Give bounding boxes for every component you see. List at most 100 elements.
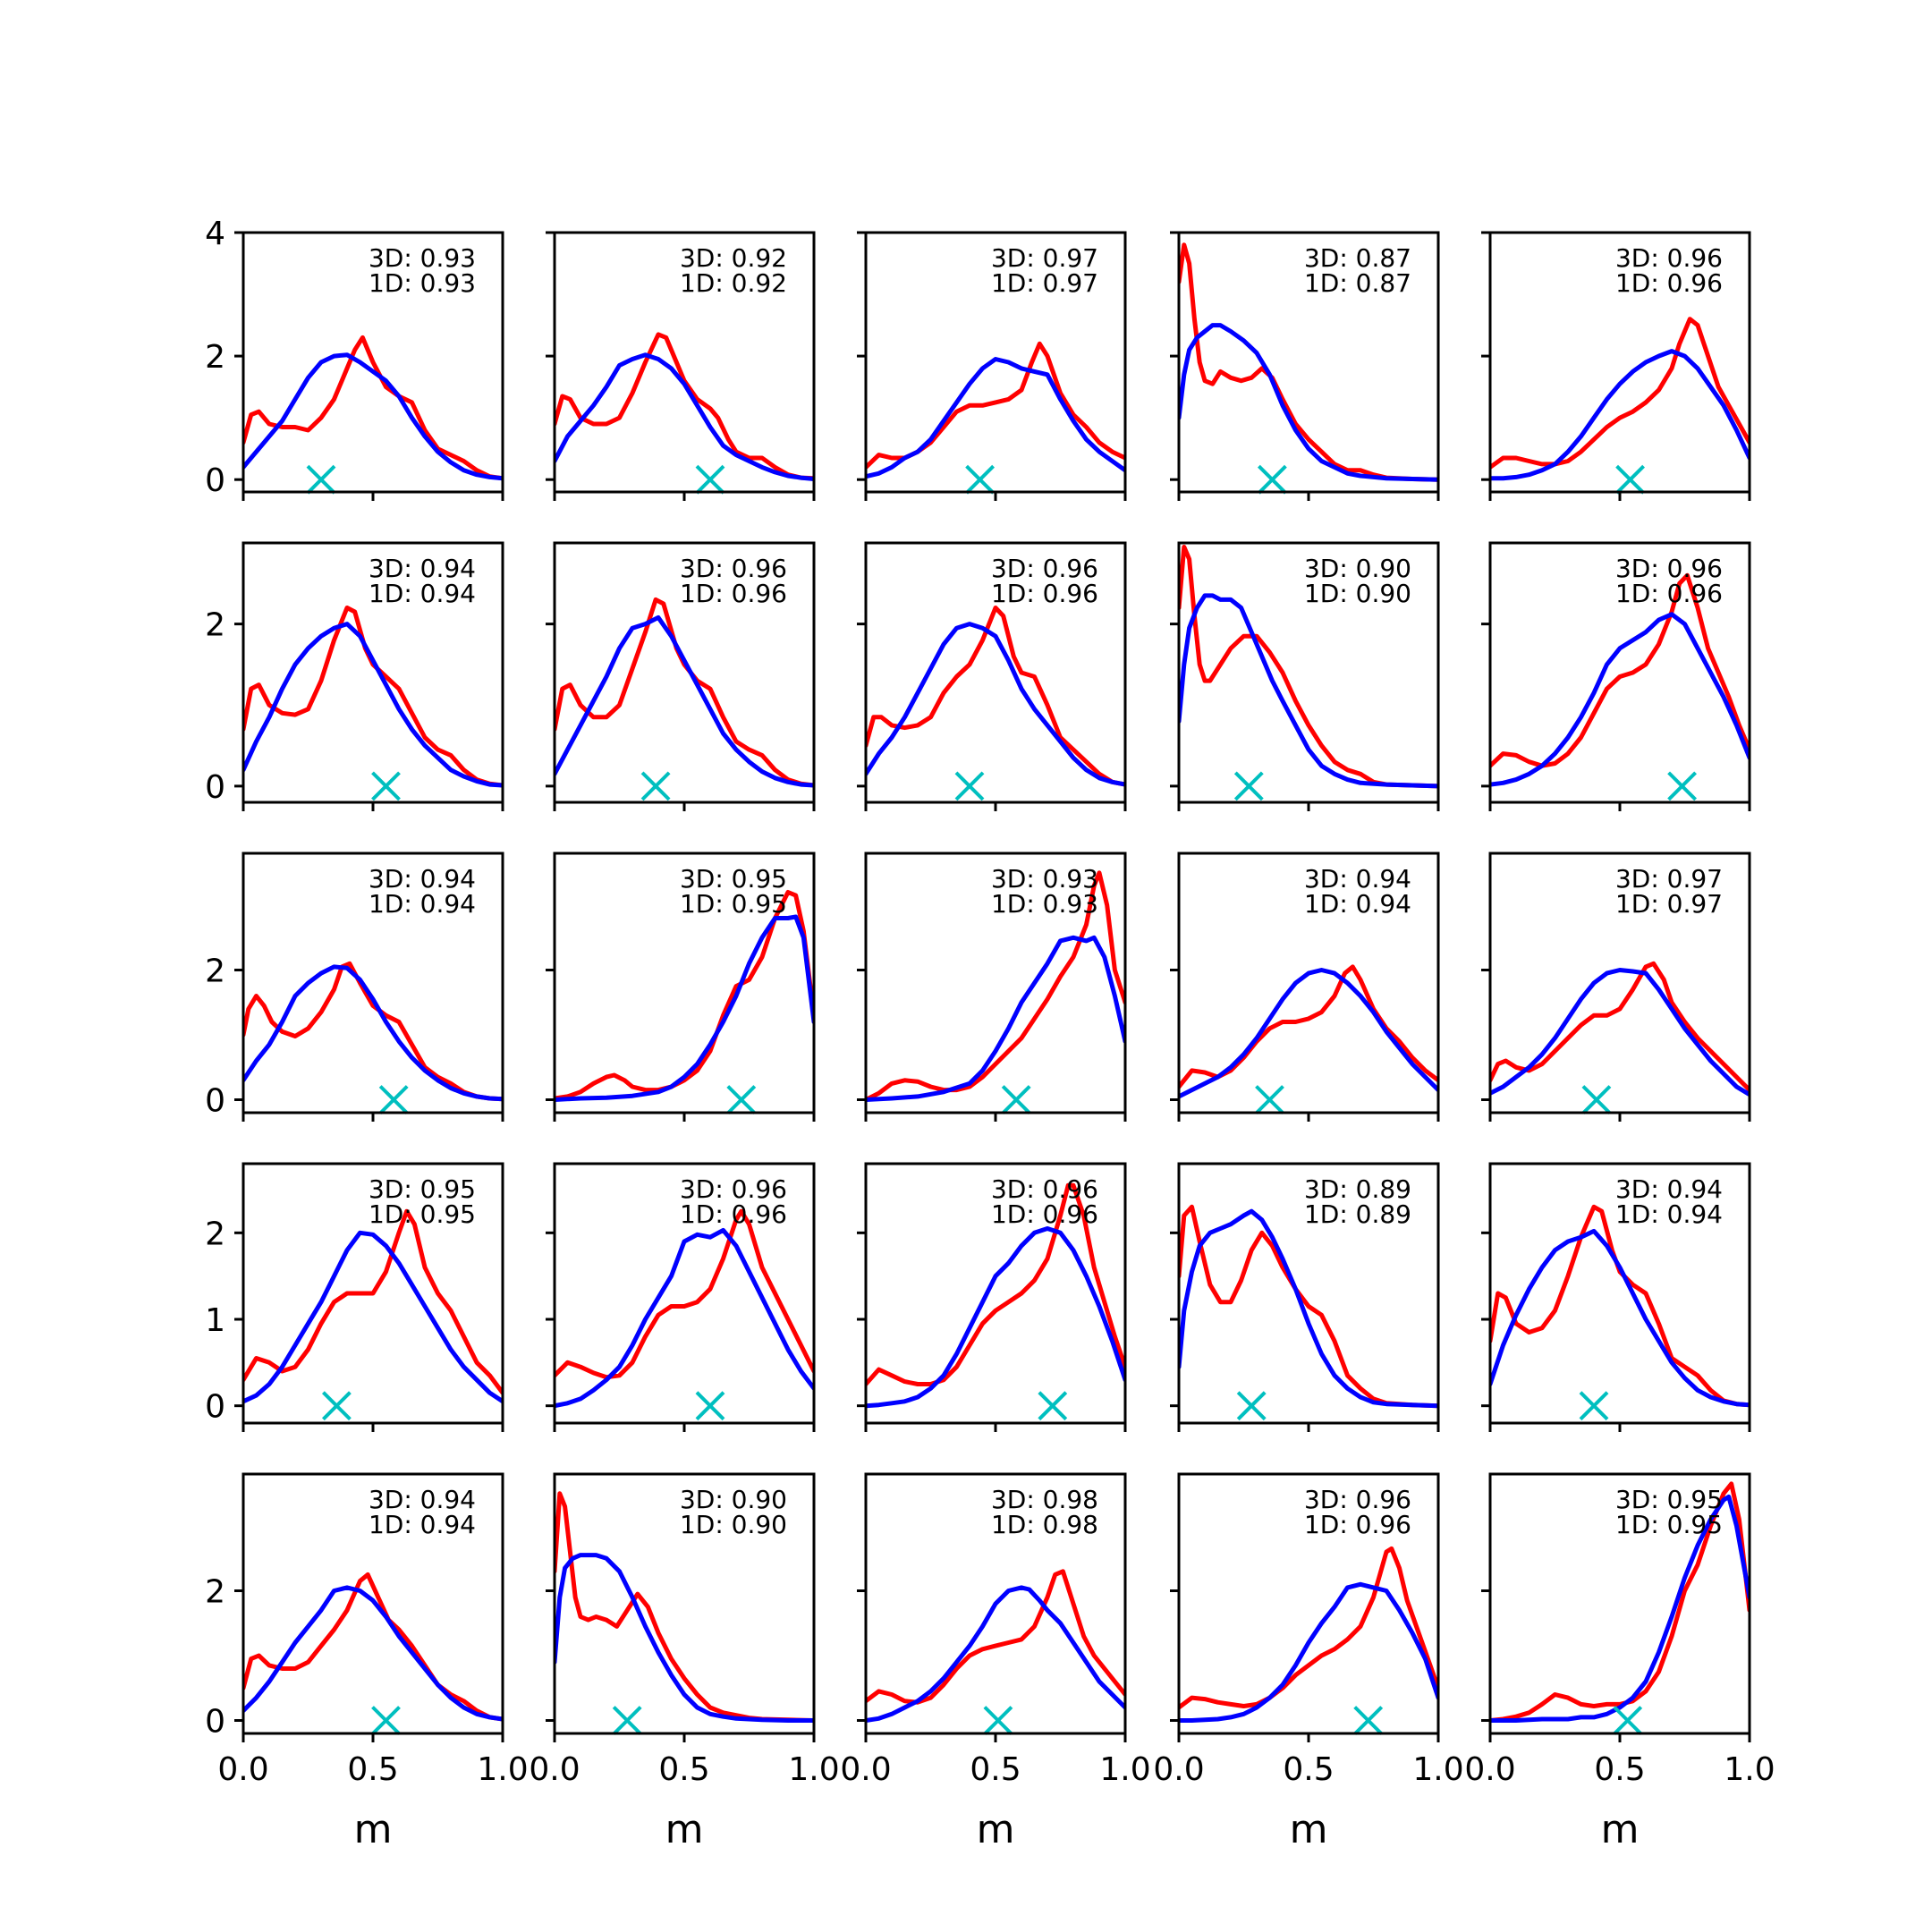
red-curve	[555, 1208, 814, 1380]
y-tick-label: 0	[205, 1704, 225, 1741]
x-marker	[612, 1706, 642, 1735]
annotation-3d: 3D: 0.96	[1304, 1485, 1411, 1514]
x-marker	[983, 1706, 1013, 1735]
x-tick-label: 0.0	[529, 1751, 580, 1788]
annotation-1d: 1D: 0.94	[369, 889, 476, 919]
red-curve	[243, 1208, 503, 1395]
annotation-3d: 3D: 0.96	[991, 554, 1098, 583]
y-tick-label: 0	[205, 1083, 225, 1120]
red-curve	[1490, 317, 1750, 470]
x-marker	[371, 771, 401, 801]
annotation-3d: 3D: 0.95	[1615, 1485, 1723, 1514]
x-marker	[640, 771, 671, 801]
annotation-3d: 3D: 0.90	[680, 1485, 787, 1514]
red-curve	[1490, 1204, 1750, 1408]
red-curve	[243, 606, 503, 788]
red-curve	[866, 870, 1125, 1102]
annotation-1d: 1D: 0.92	[680, 268, 787, 298]
blue-curve	[1179, 1208, 1438, 1409]
annotation-3d: 3D: 0.96	[1615, 243, 1723, 273]
x-marker	[1255, 1085, 1284, 1114]
annotation-1d: 1D: 0.96	[991, 579, 1098, 608]
annotation-1d: 1D: 0.95	[369, 1199, 476, 1229]
annotation-3d: 3D: 0.94	[369, 1485, 476, 1514]
red-curve	[243, 1572, 503, 1722]
red-curve	[1179, 1204, 1438, 1409]
annotation-3d: 3D: 0.95	[680, 864, 787, 894]
y-tick-label: 0	[205, 462, 225, 499]
x-tick-label: 0.5	[658, 1751, 709, 1788]
x-tick-label: 1.0	[1099, 1751, 1150, 1788]
x-marker	[1581, 1085, 1612, 1114]
red-curve	[866, 1569, 1125, 1705]
blue-curve	[1179, 593, 1438, 789]
blue-curve	[1490, 612, 1750, 787]
x-marker	[321, 1391, 352, 1421]
blue-curve	[866, 357, 1125, 479]
blue-curve	[555, 1227, 814, 1409]
annotation-1d: 1D: 0.93	[991, 889, 1098, 919]
red-curve	[555, 597, 814, 788]
annotation-3d: 3D: 0.98	[991, 1485, 1098, 1514]
x-marker	[1613, 1706, 1643, 1735]
x-tick-label: 1.0	[1412, 1751, 1463, 1788]
x-tick-label: 0.5	[970, 1751, 1021, 1788]
annotation-1d: 1D: 0.95	[680, 889, 787, 919]
red-curve	[243, 961, 503, 1102]
red-curve	[1179, 545, 1438, 789]
blue-curve	[1490, 1228, 1750, 1408]
y-tick-label: 1	[205, 1302, 225, 1339]
x-marker	[1257, 464, 1287, 495]
blue-curve	[243, 352, 503, 481]
annotation-3d: 3D: 0.87	[1304, 243, 1411, 273]
annotation-1d: 1D: 0.93	[369, 268, 476, 298]
blue-curve	[866, 622, 1125, 787]
y-tick-label: 2	[205, 953, 225, 990]
blue-curve	[243, 964, 503, 1102]
x-marker	[378, 1085, 409, 1114]
x-tick-label: 0.5	[347, 1751, 398, 1788]
annotation-1d: 1D: 0.94	[369, 1510, 476, 1539]
blue-curve	[555, 352, 814, 481]
blue-curve	[555, 614, 814, 788]
x-tick-label: 0.5	[1283, 1751, 1334, 1788]
x-marker	[1001, 1085, 1031, 1114]
annotation-3d: 3D: 0.96	[991, 1174, 1098, 1204]
blue-curve	[243, 1585, 503, 1722]
annotation-1d: 1D: 0.97	[1615, 889, 1723, 919]
annotation-3d: 3D: 0.95	[369, 1174, 476, 1204]
blue-curve	[1179, 323, 1438, 482]
x-marker	[371, 1706, 401, 1735]
annotation-1d: 1D: 0.90	[680, 1510, 787, 1539]
blue-curve	[1179, 968, 1438, 1099]
x-marker	[1236, 1391, 1267, 1421]
annotation-1d: 1D: 0.94	[1304, 889, 1411, 919]
blue-curve	[243, 1230, 503, 1404]
blue-curve	[866, 935, 1125, 1102]
annotation-3d: 3D: 0.97	[991, 243, 1098, 273]
blue-curve	[866, 1585, 1125, 1723]
red-curve	[555, 332, 814, 481]
x-marker	[954, 771, 985, 801]
red-curve	[866, 1182, 1125, 1386]
x-marker	[1233, 771, 1264, 801]
blue-curve	[1490, 1494, 1750, 1723]
annotation-3d: 3D: 0.96	[1615, 554, 1723, 583]
red-curve	[1490, 961, 1750, 1093]
annotation-1d: 1D: 0.89	[1304, 1199, 1411, 1229]
